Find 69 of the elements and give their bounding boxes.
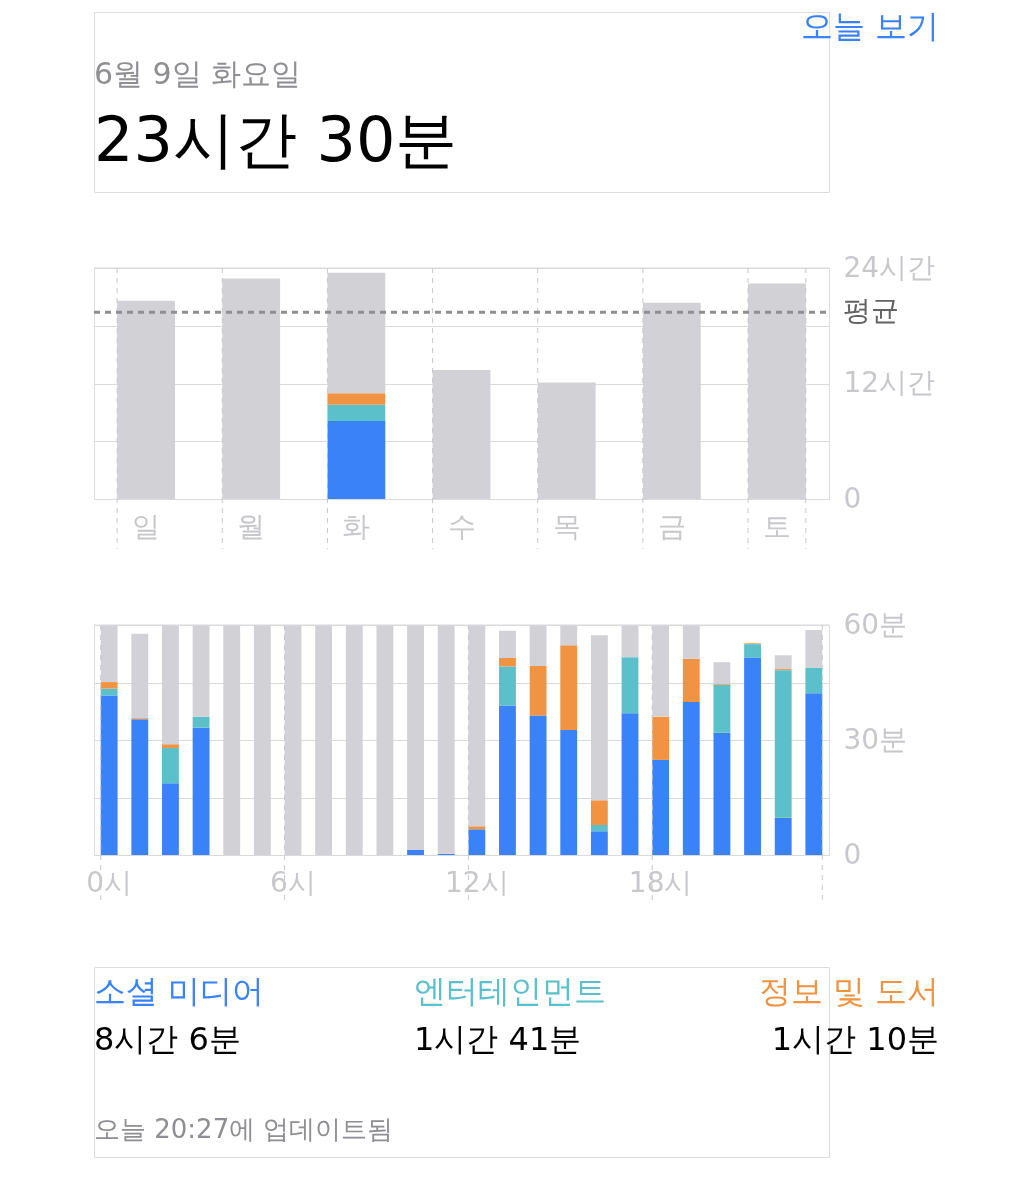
bar [713,684,731,733]
bar [468,829,486,855]
bar [682,658,700,703]
bar [162,744,179,749]
x-tick-label: 목 [552,509,581,543]
text: 정보 및 도서 [758,972,939,1010]
bar [590,825,608,832]
bar [652,716,670,760]
bar [590,800,608,826]
x-tick-label: 수 [447,509,476,543]
text: 8시간 6분 [94,1020,241,1058]
bar [529,666,547,716]
x-tick-label: 금 [657,509,686,543]
y-tick-label: 0 [843,481,862,515]
x-tick-label: 월 [237,509,266,543]
bar [327,393,386,405]
text: 엔터테인먼트 [414,972,606,1010]
bar [499,705,516,855]
text: 1시간 41분 [414,1020,582,1058]
bar [560,730,578,855]
y-tick-label: 30분 [843,722,908,756]
x-tick-label: 화 [342,509,371,543]
x-tick-label: 12시 [445,865,509,899]
text: 소셜 미디어 [94,972,265,1010]
bar [192,727,210,855]
text: 1시간 10분 [771,1020,939,1058]
bar [744,657,761,855]
bar [100,695,118,855]
text: 오늘 20:27에 업데이트됨 [94,1114,394,1144]
bar [162,783,179,855]
bar [100,682,118,689]
bar [621,713,639,855]
bar [744,644,761,658]
bar [774,655,792,670]
bar [621,657,639,714]
bar [713,732,731,855]
x-tick-label: 일 [132,509,161,543]
x-tick-label: 18시 [628,865,693,899]
chart-title: 23시간 30분 [94,103,458,176]
y-tick-label: 60분 [843,607,908,641]
bar [468,826,486,830]
bar [162,748,179,784]
bar [590,831,608,855]
bar [192,716,210,728]
y-tick-label: 0 [843,837,862,871]
bar [499,666,516,706]
y-tick-label: 12시간 [843,366,936,399]
bar [131,719,149,855]
bar [529,715,547,855]
ref-line-label: 평균 [843,294,899,328]
bar [407,849,424,855]
bar [652,759,670,855]
text: 오늘 보기 [800,7,939,45]
bar [805,667,823,694]
x-tick-label: 0시 [86,865,133,899]
bar [774,817,792,855]
bar [682,702,700,855]
bar [327,421,386,499]
y-tick-label: 24시간 [843,250,936,284]
bar [499,630,516,658]
x-tick-label: 토 [762,509,791,543]
chart-subtitle: 6월 9일 화요일 [94,56,302,91]
bar [100,688,118,696]
bar [774,670,792,818]
bar [327,404,386,422]
bar [499,657,516,667]
bar [560,645,578,731]
x-tick-label: 6시 [270,865,316,899]
bar [805,693,823,855]
